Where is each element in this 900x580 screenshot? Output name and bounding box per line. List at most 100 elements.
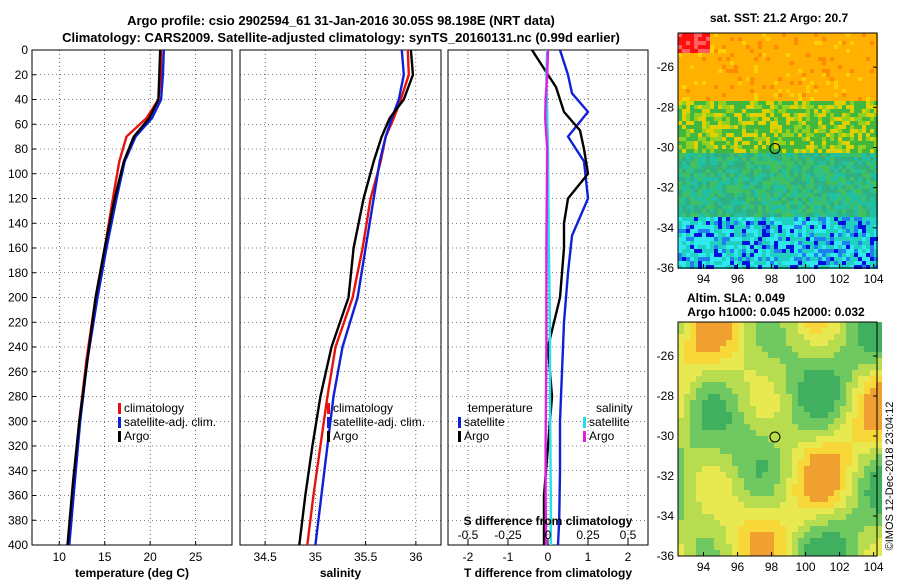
sst-cell xyxy=(802,229,806,233)
sla-cell xyxy=(702,520,708,526)
sla-cell xyxy=(846,346,852,352)
sst-cell xyxy=(818,253,822,257)
sst-cell xyxy=(742,209,746,213)
sst-cell xyxy=(874,89,878,93)
sla-cell xyxy=(816,382,822,388)
sst-cell xyxy=(858,177,862,181)
sst-cell xyxy=(850,189,854,193)
sst-cell xyxy=(758,197,762,201)
sst-cell xyxy=(862,173,866,177)
sla-cell xyxy=(726,388,732,394)
sla-cell xyxy=(678,550,684,556)
sst-cell xyxy=(802,53,806,57)
sla-cell xyxy=(726,550,732,556)
sla-cell xyxy=(852,388,858,394)
sst-cell xyxy=(822,117,826,121)
sst-cell xyxy=(806,73,810,77)
sst-cell xyxy=(850,237,854,241)
sst-cell xyxy=(766,245,770,249)
sst-cell xyxy=(818,257,822,261)
sst-cell xyxy=(746,189,750,193)
sst-cell xyxy=(750,185,754,189)
sla-cell xyxy=(702,394,708,400)
sst-cell xyxy=(830,33,834,37)
sst-cell xyxy=(694,89,698,93)
sla-cell xyxy=(864,538,870,544)
sst-cell xyxy=(698,185,702,189)
sla-cell xyxy=(810,412,816,418)
sst-cell xyxy=(730,209,734,213)
sst-cell xyxy=(850,177,854,181)
sst-cell xyxy=(714,97,718,101)
sst-cell xyxy=(858,205,862,209)
sst-cell xyxy=(742,89,746,93)
sst-cell xyxy=(682,185,686,189)
sla-cell xyxy=(708,430,714,436)
sst-cell xyxy=(754,77,758,81)
sla-cell xyxy=(864,520,870,526)
sst-cell xyxy=(822,265,826,269)
sst-cell xyxy=(714,89,718,93)
sst-cell xyxy=(754,229,758,233)
sst-cell xyxy=(774,221,778,225)
sst-cell xyxy=(726,197,730,201)
sla-cell xyxy=(756,394,762,400)
sst-cell xyxy=(718,205,722,209)
sst-cell xyxy=(678,145,682,149)
sst-cell xyxy=(750,149,754,153)
sst-cell xyxy=(722,193,726,197)
sst-cell xyxy=(750,33,754,37)
sla-cell xyxy=(786,424,792,430)
sst-cell xyxy=(858,153,862,157)
sst-cell xyxy=(758,81,762,85)
sla-cell xyxy=(834,370,840,376)
sst-cell xyxy=(790,33,794,37)
sla-cell xyxy=(792,550,798,556)
sla-cell xyxy=(696,370,702,376)
sst-cell xyxy=(698,33,702,37)
sla-cell xyxy=(870,448,876,454)
sst-cell xyxy=(866,161,870,165)
sla-cell xyxy=(762,400,768,406)
sst-cell xyxy=(818,221,822,225)
legend-label: Argo xyxy=(589,429,615,443)
sst-cell xyxy=(806,257,810,261)
sst-cell xyxy=(746,225,750,229)
sst-cell xyxy=(738,109,742,113)
sla-cell xyxy=(684,448,690,454)
sst-cell xyxy=(862,121,866,125)
sst-cell xyxy=(694,85,698,89)
sst-cell xyxy=(706,221,710,225)
sst-cell xyxy=(762,53,766,57)
sst-cell xyxy=(826,49,830,53)
sst-cell xyxy=(702,213,706,217)
sst-cell xyxy=(874,241,878,245)
sst-cell xyxy=(854,169,858,173)
series-line-climatology xyxy=(306,49,410,546)
sla-cell xyxy=(816,394,822,400)
sst-cell xyxy=(842,117,846,121)
sst-cell xyxy=(838,221,842,225)
sst-cell xyxy=(774,249,778,253)
sst-cell xyxy=(698,225,702,229)
sst-cell xyxy=(766,141,770,145)
sst-cell xyxy=(718,33,722,37)
sst-cell xyxy=(694,37,698,41)
sst-cell xyxy=(794,177,798,181)
sst-cell xyxy=(686,245,690,249)
sst-cell xyxy=(774,265,778,269)
sst-cell xyxy=(806,237,810,241)
sst-cell xyxy=(830,261,834,265)
sst-cell xyxy=(758,201,762,205)
sst-cell xyxy=(754,133,758,137)
sst-cell xyxy=(710,45,714,49)
sst-cell xyxy=(750,141,754,145)
sla-cell xyxy=(714,466,720,472)
map-x-tick-label: 104 xyxy=(864,272,884,286)
sst-cell xyxy=(794,213,798,217)
sst-cell xyxy=(810,197,814,201)
sst-cell xyxy=(750,161,754,165)
sst-cell xyxy=(686,121,690,125)
sla-cell xyxy=(738,538,744,544)
sst-cell xyxy=(802,145,806,149)
